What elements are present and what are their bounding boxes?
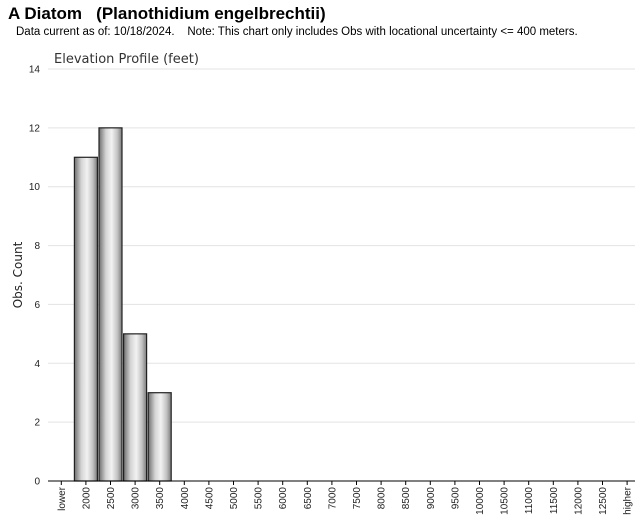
y-tick-label: 10 <box>29 182 41 193</box>
chart-title: Elevation Profile (feet) <box>54 52 199 67</box>
y-tick-label: 6 <box>34 300 40 311</box>
x-tick-label: 11000 <box>524 487 535 515</box>
x-tick-label: 2500 <box>106 487 117 510</box>
x-tick-label: 4500 <box>204 487 215 510</box>
x-tick-label: 4000 <box>180 487 191 510</box>
chart-header-subtitle: Data current as of: 10/18/2024. Note: Th… <box>16 26 578 38</box>
y-tick-label: 12 <box>29 123 41 134</box>
x-tick-label: 5500 <box>254 487 265 510</box>
bar-2000 <box>73 156 99 482</box>
x-tick-label: 11500 <box>549 487 560 515</box>
x-tick-label: higher <box>623 486 634 514</box>
bar-3000 <box>122 333 148 482</box>
x-tick-label: 12000 <box>573 487 584 515</box>
x-tick-label: 12500 <box>598 487 609 515</box>
y-tick-label: 8 <box>34 241 40 252</box>
x-tick-label: 8000 <box>377 487 388 510</box>
bar-2500 <box>98 127 123 482</box>
x-tick-label: 9000 <box>426 487 437 510</box>
y-axis-ticks: 0 2 4 6 8 10 12 14 <box>29 65 41 488</box>
x-tick-label: 8500 <box>401 487 412 510</box>
x-tick-label: 10500 <box>500 487 511 515</box>
y-tick-label: 2 <box>34 418 40 429</box>
chart-header-title: A Diatom (Planothidium engelbrechtii) <box>8 4 326 23</box>
y-tick-label: 14 <box>29 65 41 76</box>
x-tick-label: lower <box>57 486 68 511</box>
x-tick-label: 6500 <box>303 487 314 510</box>
x-tick-label: 3000 <box>131 487 142 510</box>
x-tick-label: 9500 <box>450 487 461 510</box>
y-tick-label: 4 <box>34 359 40 370</box>
x-tick-label: 7000 <box>327 487 338 510</box>
x-tick-label: 6000 <box>278 487 289 510</box>
bars <box>73 127 172 482</box>
y-axis-label: Obs. Count <box>11 241 25 308</box>
x-tick-label: 10000 <box>475 487 486 515</box>
x-tick-label: 7500 <box>352 487 363 510</box>
x-axis-ticks: lower 2000 2500 3000 3500 4000 4500 5000 5500 600… <box>57 481 634 515</box>
x-tick-label: 2000 <box>81 487 92 510</box>
x-tick-label: 3500 <box>155 487 166 510</box>
x-tick-label: 5000 <box>229 487 240 510</box>
bar-3500 <box>147 392 172 482</box>
y-tick-label: 0 <box>34 477 40 488</box>
